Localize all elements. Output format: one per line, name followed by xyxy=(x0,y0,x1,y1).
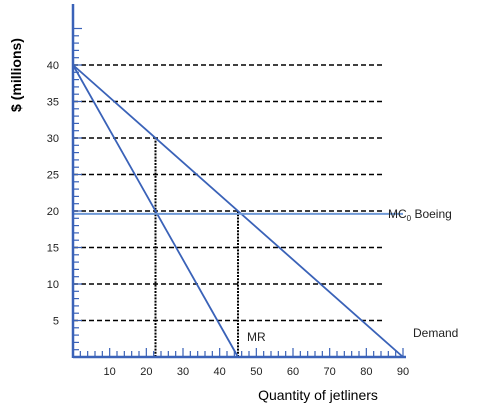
y-tick-label: 30 xyxy=(47,133,59,145)
x-tick-label: 60 xyxy=(287,366,299,378)
tick-labels: 5 10 15 20 25 30 35 40 10 20 30 40 50 60 70 80 90 xyxy=(47,60,409,378)
x-tick-label: 70 xyxy=(324,366,336,378)
series-labels: MR Demand MC0 Boeing xyxy=(247,207,458,344)
mr-label: MR xyxy=(247,330,266,344)
x-tick-label: 30 xyxy=(177,366,189,378)
gridlines xyxy=(73,64,383,322)
demand-label: Demand xyxy=(413,326,458,340)
y-tick-label: 25 xyxy=(47,170,59,182)
drop-lines xyxy=(154,138,239,357)
mc-label: MC0 Boeing xyxy=(388,207,452,223)
y-tick-label: 20 xyxy=(47,206,59,218)
y-tick-label: 5 xyxy=(53,316,59,328)
y-axis-title: $ (millions) xyxy=(8,38,24,112)
x-axis-title: Quantity of jetliners xyxy=(258,387,378,403)
y-tick-label: 40 xyxy=(47,60,59,72)
x-tick-label: 40 xyxy=(214,366,226,378)
minor-ticks xyxy=(73,27,404,357)
x-tick-label: 90 xyxy=(397,366,409,378)
axes xyxy=(71,4,406,359)
x-tick-label: 20 xyxy=(140,366,152,378)
x-tick-label: 80 xyxy=(360,366,372,378)
y-tick-label: 10 xyxy=(47,279,59,291)
y-tick-label: 35 xyxy=(47,97,59,109)
series-lines xyxy=(72,64,404,358)
y-tick-label: 15 xyxy=(47,243,59,255)
mr-line xyxy=(72,64,239,358)
x-tick-label: 50 xyxy=(250,366,262,378)
x-tick-label: 10 xyxy=(104,366,116,378)
demand-line xyxy=(72,64,404,358)
